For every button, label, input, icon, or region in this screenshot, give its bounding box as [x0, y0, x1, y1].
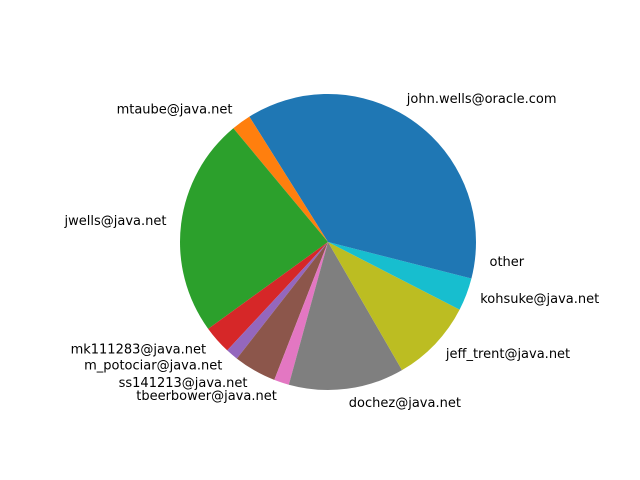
- pie-slice-other: [328, 242, 476, 279]
- pie-slice-m-potociar-java-net: [227, 242, 328, 359]
- slice-label-kohsuke-java-net: kohsuke@java.net: [480, 292, 599, 307]
- pie-slices: [179, 94, 476, 390]
- pie-slice-ss141213-java-net: [236, 242, 328, 380]
- slice-label-jwells-java-net: jwells@java.net: [64, 214, 167, 229]
- slice-label-mtaube-java-net: mtaube@java.net: [117, 103, 233, 118]
- pie-slice-dochez-java-net: [288, 242, 402, 390]
- pie-slice-mk111283-java-net: [208, 242, 328, 351]
- slice-label-tbeerbower-java-net: tbeerbower@java.net: [136, 389, 277, 404]
- slice-label-john-wells-oracle-com: john.wells@oracle.com: [406, 92, 557, 107]
- slice-label-mk111283-java-net: mk111283@java.net: [71, 342, 207, 357]
- pie-labels: john.wells@oracle.com mtaube@java.net jwel…: [64, 92, 600, 411]
- slice-label-other: other: [490, 255, 525, 270]
- pie-slice-john-wells-oracle-com: [249, 94, 476, 242]
- pie-slice-jeff-trent-java-net: [328, 242, 460, 371]
- pie-slice-mtaube-java-net: [233, 116, 328, 242]
- slice-label-jeff-trent-java-net: jeff_trent@java.net: [445, 347, 570, 362]
- slice-label-ss141213-java-net: ss141213@java.net: [119, 376, 248, 391]
- pie-slice-kohsuke-java-net: [328, 242, 472, 310]
- slice-label-m-potociar-java-net: m_potociar@java.net: [84, 358, 222, 373]
- pie-slice-jwells-java-net: [179, 128, 328, 329]
- slice-label-dochez-java-net: dochez@java.net: [349, 396, 461, 411]
- pie-slice-tbeerbower-java-net: [274, 242, 328, 385]
